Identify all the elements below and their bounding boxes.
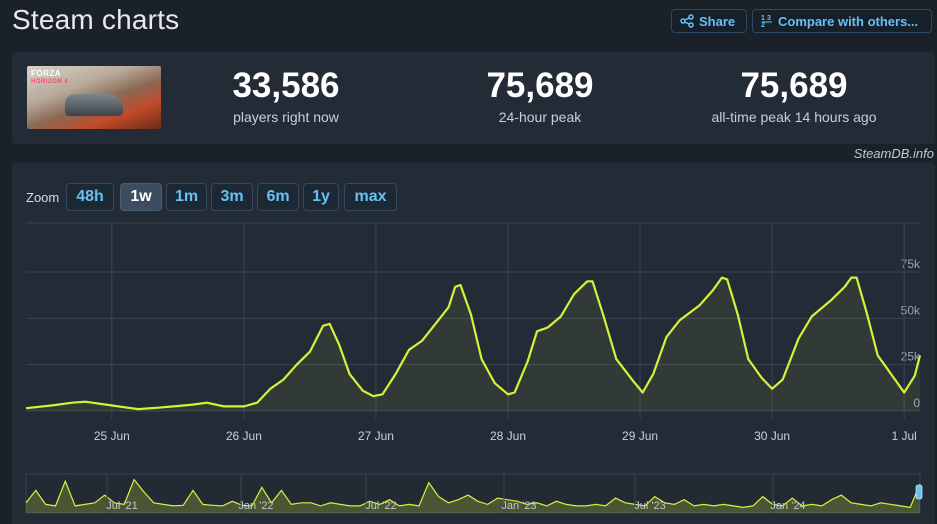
peak-24h-label: 24-hour peak bbox=[498, 109, 582, 125]
navigator-frame bbox=[25, 473, 921, 514]
stat-all-time-peak: 75,689 all-time peak 14 hours ago bbox=[694, 66, 894, 125]
current-players-value: 33,586 bbox=[232, 66, 340, 105]
steamdb-credit: SteamDB.info bbox=[853, 146, 934, 161]
y-tick-label: 25k bbox=[901, 350, 921, 364]
peak-24h-value: 75,689 bbox=[486, 66, 594, 105]
compare-label: Compare with others... bbox=[778, 13, 919, 29]
y-tick-label: 0 bbox=[913, 396, 920, 410]
navigator-tick-label: Jan '24 bbox=[770, 500, 805, 512]
navigator-tick-label: Jan '22 bbox=[238, 500, 273, 512]
y-tick-label: 75k bbox=[901, 257, 921, 271]
player-count-chart[interactable]: 0 25k 50k 75k 25 Jun 26 Jun 27 Jun 28 Jun 29 Jun… bbox=[12, 163, 935, 524]
stat-24h-peak: 75,689 24-hour peak bbox=[460, 66, 620, 125]
current-players-label: players right now bbox=[233, 109, 339, 125]
chart-panel: Zoom 48h 1w 1m 3m 6m 1y max 0 25k 50k 75k 25… bbox=[12, 163, 935, 524]
svg-text:2: 2 bbox=[761, 22, 765, 28]
zoom-max-button[interactable]: max bbox=[344, 183, 397, 211]
navigator-tick-label: Jan '23 bbox=[501, 500, 536, 512]
game-thumbnail[interactable]: FORZA HORIZON 4 bbox=[27, 66, 161, 129]
all-time-peak-label: all-time peak 14 hours ago bbox=[711, 109, 877, 125]
svg-text:1: 1 bbox=[761, 15, 765, 22]
x-tick-label: 27 Jun bbox=[358, 429, 394, 443]
zoom-1m-button[interactable]: 1m bbox=[166, 183, 207, 211]
navigator-tick-label: Jul '23 bbox=[634, 500, 665, 512]
x-tick-label: 1 Jul bbox=[891, 429, 916, 443]
zoom-3m-button[interactable]: 3m bbox=[211, 183, 253, 211]
series-line bbox=[25, 276, 922, 411]
share-icon bbox=[680, 14, 694, 28]
game-logo: FORZA HORIZON 4 bbox=[31, 69, 69, 85]
zoom-1y-button[interactable]: 1y bbox=[303, 183, 339, 211]
zoom-1w-button[interactable]: 1w bbox=[120, 183, 162, 211]
navigator-tick-label: Jul '21 bbox=[106, 500, 137, 512]
zoom-6m-button[interactable]: 6m bbox=[257, 183, 299, 211]
x-tick-label: 26 Jun bbox=[226, 429, 262, 443]
stat-current-players: 33,586 players right now bbox=[206, 66, 366, 125]
x-tick-label: 30 Jun bbox=[754, 429, 790, 443]
page-title: Steam charts bbox=[12, 4, 180, 35]
x-tick-label: 29 Jun bbox=[622, 429, 658, 443]
series-area bbox=[26, 277, 920, 411]
share-button[interactable]: Share bbox=[671, 9, 747, 33]
navigator-line bbox=[25, 478, 921, 509]
navigator-area bbox=[26, 479, 920, 513]
all-time-peak-value: 75,689 bbox=[740, 66, 848, 105]
x-tick-label: 25 Jun bbox=[94, 429, 130, 443]
y-tick-label: 50k bbox=[901, 303, 921, 317]
svg-text:3: 3 bbox=[767, 15, 771, 22]
car-graphic bbox=[65, 94, 123, 116]
stats-panel: FORZA HORIZON 4 33,586 players right now… bbox=[12, 52, 935, 144]
zoom-label: Zoom bbox=[26, 190, 60, 205]
navigator-tick-label: Jul '22 bbox=[365, 500, 396, 512]
zoom-48h-button[interactable]: 48h bbox=[66, 183, 114, 211]
x-tick-label: 28 Jun bbox=[490, 429, 526, 443]
share-label: Share bbox=[699, 13, 736, 29]
navigator-range-handle[interactable] bbox=[915, 484, 923, 500]
